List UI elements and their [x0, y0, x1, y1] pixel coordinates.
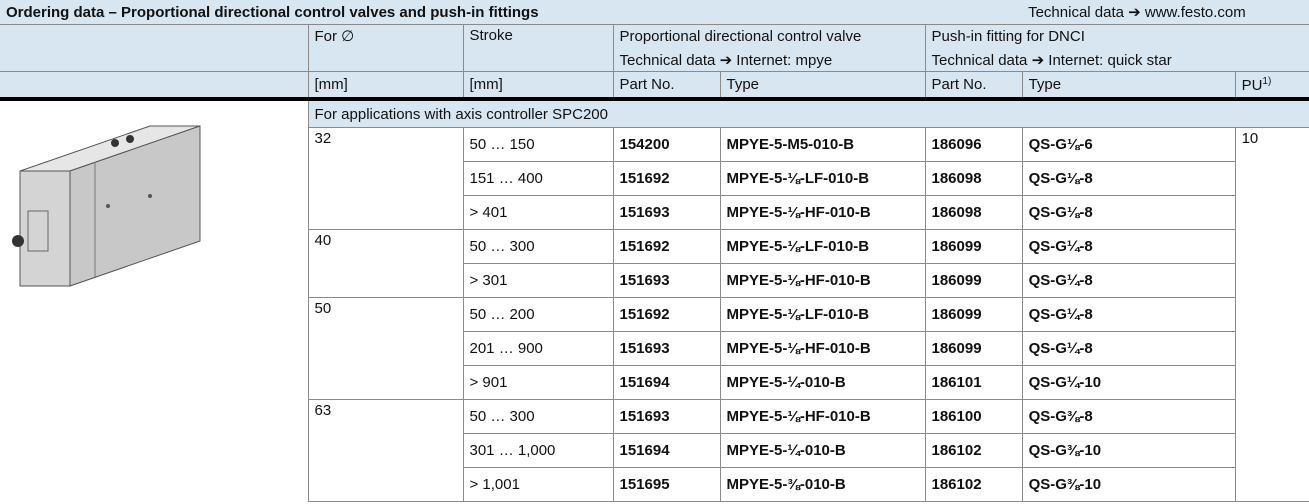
fitting-type: QS-G⅜-10	[1021, 467, 1236, 502]
footnote: 1)	[1262, 75, 1272, 87]
fitting-part-no: 186096	[924, 127, 1023, 162]
stroke: 50 … 300	[462, 399, 614, 434]
valve-part-no: 151693	[612, 195, 721, 230]
fitting-part-no: 186099	[924, 297, 1023, 332]
diameter: 40	[307, 229, 464, 298]
fitting-part-no: 186102	[924, 467, 1023, 502]
fitting-part-no: 186098	[924, 195, 1023, 230]
fitting-type: QS-G⅜-8	[1021, 399, 1236, 434]
fitting-type: QS-G¼-8	[1021, 229, 1236, 264]
unit: [mm]	[462, 71, 614, 101]
fitting-header: Push-in fitting for DNCI	[924, 24, 1309, 48]
valve-type: MPYE-5-⅛-HF-010-B	[719, 399, 926, 434]
diameter: 50	[307, 297, 464, 400]
column-header: Type	[1021, 71, 1236, 101]
valve-type: MPYE-5-⅛-HF-010-B	[719, 331, 926, 366]
stroke-header: Stroke	[462, 24, 614, 72]
product-image	[12, 125, 201, 287]
pu: PU	[1241, 76, 1263, 94]
stroke: 50 … 300	[462, 229, 614, 264]
valve-part-no: 151692	[612, 161, 721, 196]
valve-part-no: 151693	[612, 331, 721, 366]
data-row: 50 50 … 200 151692 MPYE-5-⅛-LF-010-B 186099 Q…	[0, 297, 1309, 400]
valve-type: MPYE-5-⅛-HF-010-B	[719, 263, 926, 298]
data-row: > 401 151693 MPYE-5-⅛-HF-010-B 186098 QS-G⅛-…	[0, 195, 1309, 230]
header-row: [mm] [mm] Part No. Type Part No. Type PU…	[0, 71, 1309, 101]
fitting-part-no: 186099	[924, 229, 1023, 264]
valve-link: Technical data ➔ Internet: mpye	[612, 48, 926, 72]
column-header: Part No.	[924, 71, 1023, 101]
fitting-type: QS-G⅛-8	[1021, 161, 1236, 196]
pu-value: 10	[1234, 127, 1309, 502]
valve-type: MPYE-5-M5-010-B	[719, 127, 926, 162]
diameter: 63	[307, 399, 464, 502]
fitting-part-no: 186098	[924, 161, 1023, 196]
valve-part-no: 151692	[612, 229, 721, 264]
valve-part-no: 154200	[612, 127, 721, 162]
header-link: Technical data ➔ www.festo.com	[1028, 4, 1246, 21]
title-row: Ordering data – Proportional directional…	[0, 0, 1309, 25]
valve-type: MPYE-5-⅛-LF-010-B	[719, 297, 926, 332]
valve-part-no: 151692	[612, 297, 721, 332]
valve-type: MPYE-5-⅜-010-B	[719, 467, 926, 502]
data-row: > 1,001 151695 MPYE-5-⅜-010-B 186102 QS-G⅜-1…	[0, 467, 1309, 502]
fitting-type: QS-G¼-8	[1021, 331, 1236, 366]
stroke: 301 … 1,000	[462, 433, 614, 468]
fitting-type: QS-G¼-8	[1021, 297, 1236, 332]
valve-type: MPYE-5-¼-010-B	[719, 365, 926, 400]
product-image-cell	[0, 99, 308, 502]
valve-type: MPYE-5-⅛-LF-010-B	[719, 161, 926, 196]
valve-header: Proportional directional control valve	[612, 24, 926, 48]
valve-part-no: 151693	[612, 263, 721, 298]
valve-part-no: 151694	[612, 365, 721, 400]
section-title: For applications with axis controller SP…	[307, 98, 1309, 128]
stroke: 151 … 400	[462, 161, 614, 196]
fitting-type: QS-G¼-8	[1021, 263, 1236, 298]
stroke: > 301	[462, 263, 614, 298]
stroke: 50 … 150	[462, 127, 614, 162]
title: Ordering data – Proportional directional…	[6, 3, 539, 21]
data-row: 63 50 … 300 151693 MPYE-5-⅛-HF-010-B 186100 Q…	[0, 399, 1309, 502]
valve-part-no: 151694	[612, 433, 721, 468]
diameter-header: For ∅	[307, 24, 464, 72]
fitting-type: QS-G¼-10	[1021, 365, 1236, 400]
stroke: > 401	[462, 195, 614, 230]
data-row: 201 … 900 151693 MPYE-5-⅛-HF-010-B 186099 QS…	[0, 331, 1309, 366]
stroke: > 901	[462, 365, 614, 400]
header-row: For ∅ Stroke Proportional directional co…	[0, 24, 1309, 72]
stroke: 201 … 900	[462, 331, 614, 366]
data-row: 301 … 1,000 151694 MPYE-5-¼-010-B 186102 QS-…	[0, 433, 1309, 468]
fitting-part-no: 186102	[924, 433, 1023, 468]
stroke: > 1,001	[462, 467, 614, 502]
unit: [mm]	[307, 71, 464, 101]
fitting-link: Technical data ➔ Internet: quick star	[924, 48, 1309, 72]
valve-part-no: 151693	[612, 399, 721, 434]
valve-type: MPYE-5-⅛-HF-010-B	[719, 195, 926, 230]
valve-type: MPYE-5-¼-010-B	[719, 433, 926, 468]
column-header: PU1)	[1234, 71, 1309, 101]
column-header: Type	[719, 71, 926, 101]
section-row: For applications with axis controller SP…	[0, 98, 1309, 287]
fitting-type: QS-G⅜-10	[1021, 433, 1236, 468]
stroke: 50 … 200	[462, 297, 614, 332]
valve-part-no: 151695	[612, 467, 721, 502]
fitting-type: QS-G⅛-8	[1021, 195, 1236, 230]
diameter: 32	[307, 127, 464, 230]
fitting-type: QS-G⅛-6	[1021, 127, 1236, 162]
fitting-part-no: 186099	[924, 331, 1023, 366]
fitting-part-no: 186100	[924, 399, 1023, 434]
fitting-part-no: 186099	[924, 263, 1023, 298]
column-header: Part No.	[612, 71, 721, 101]
fitting-part-no: 186101	[924, 365, 1023, 400]
data-row: 151 … 400 151692 MPYE-5-⅛-LF-010-B 186098 QS…	[0, 161, 1309, 196]
valve-type: MPYE-5-⅛-LF-010-B	[719, 229, 926, 264]
